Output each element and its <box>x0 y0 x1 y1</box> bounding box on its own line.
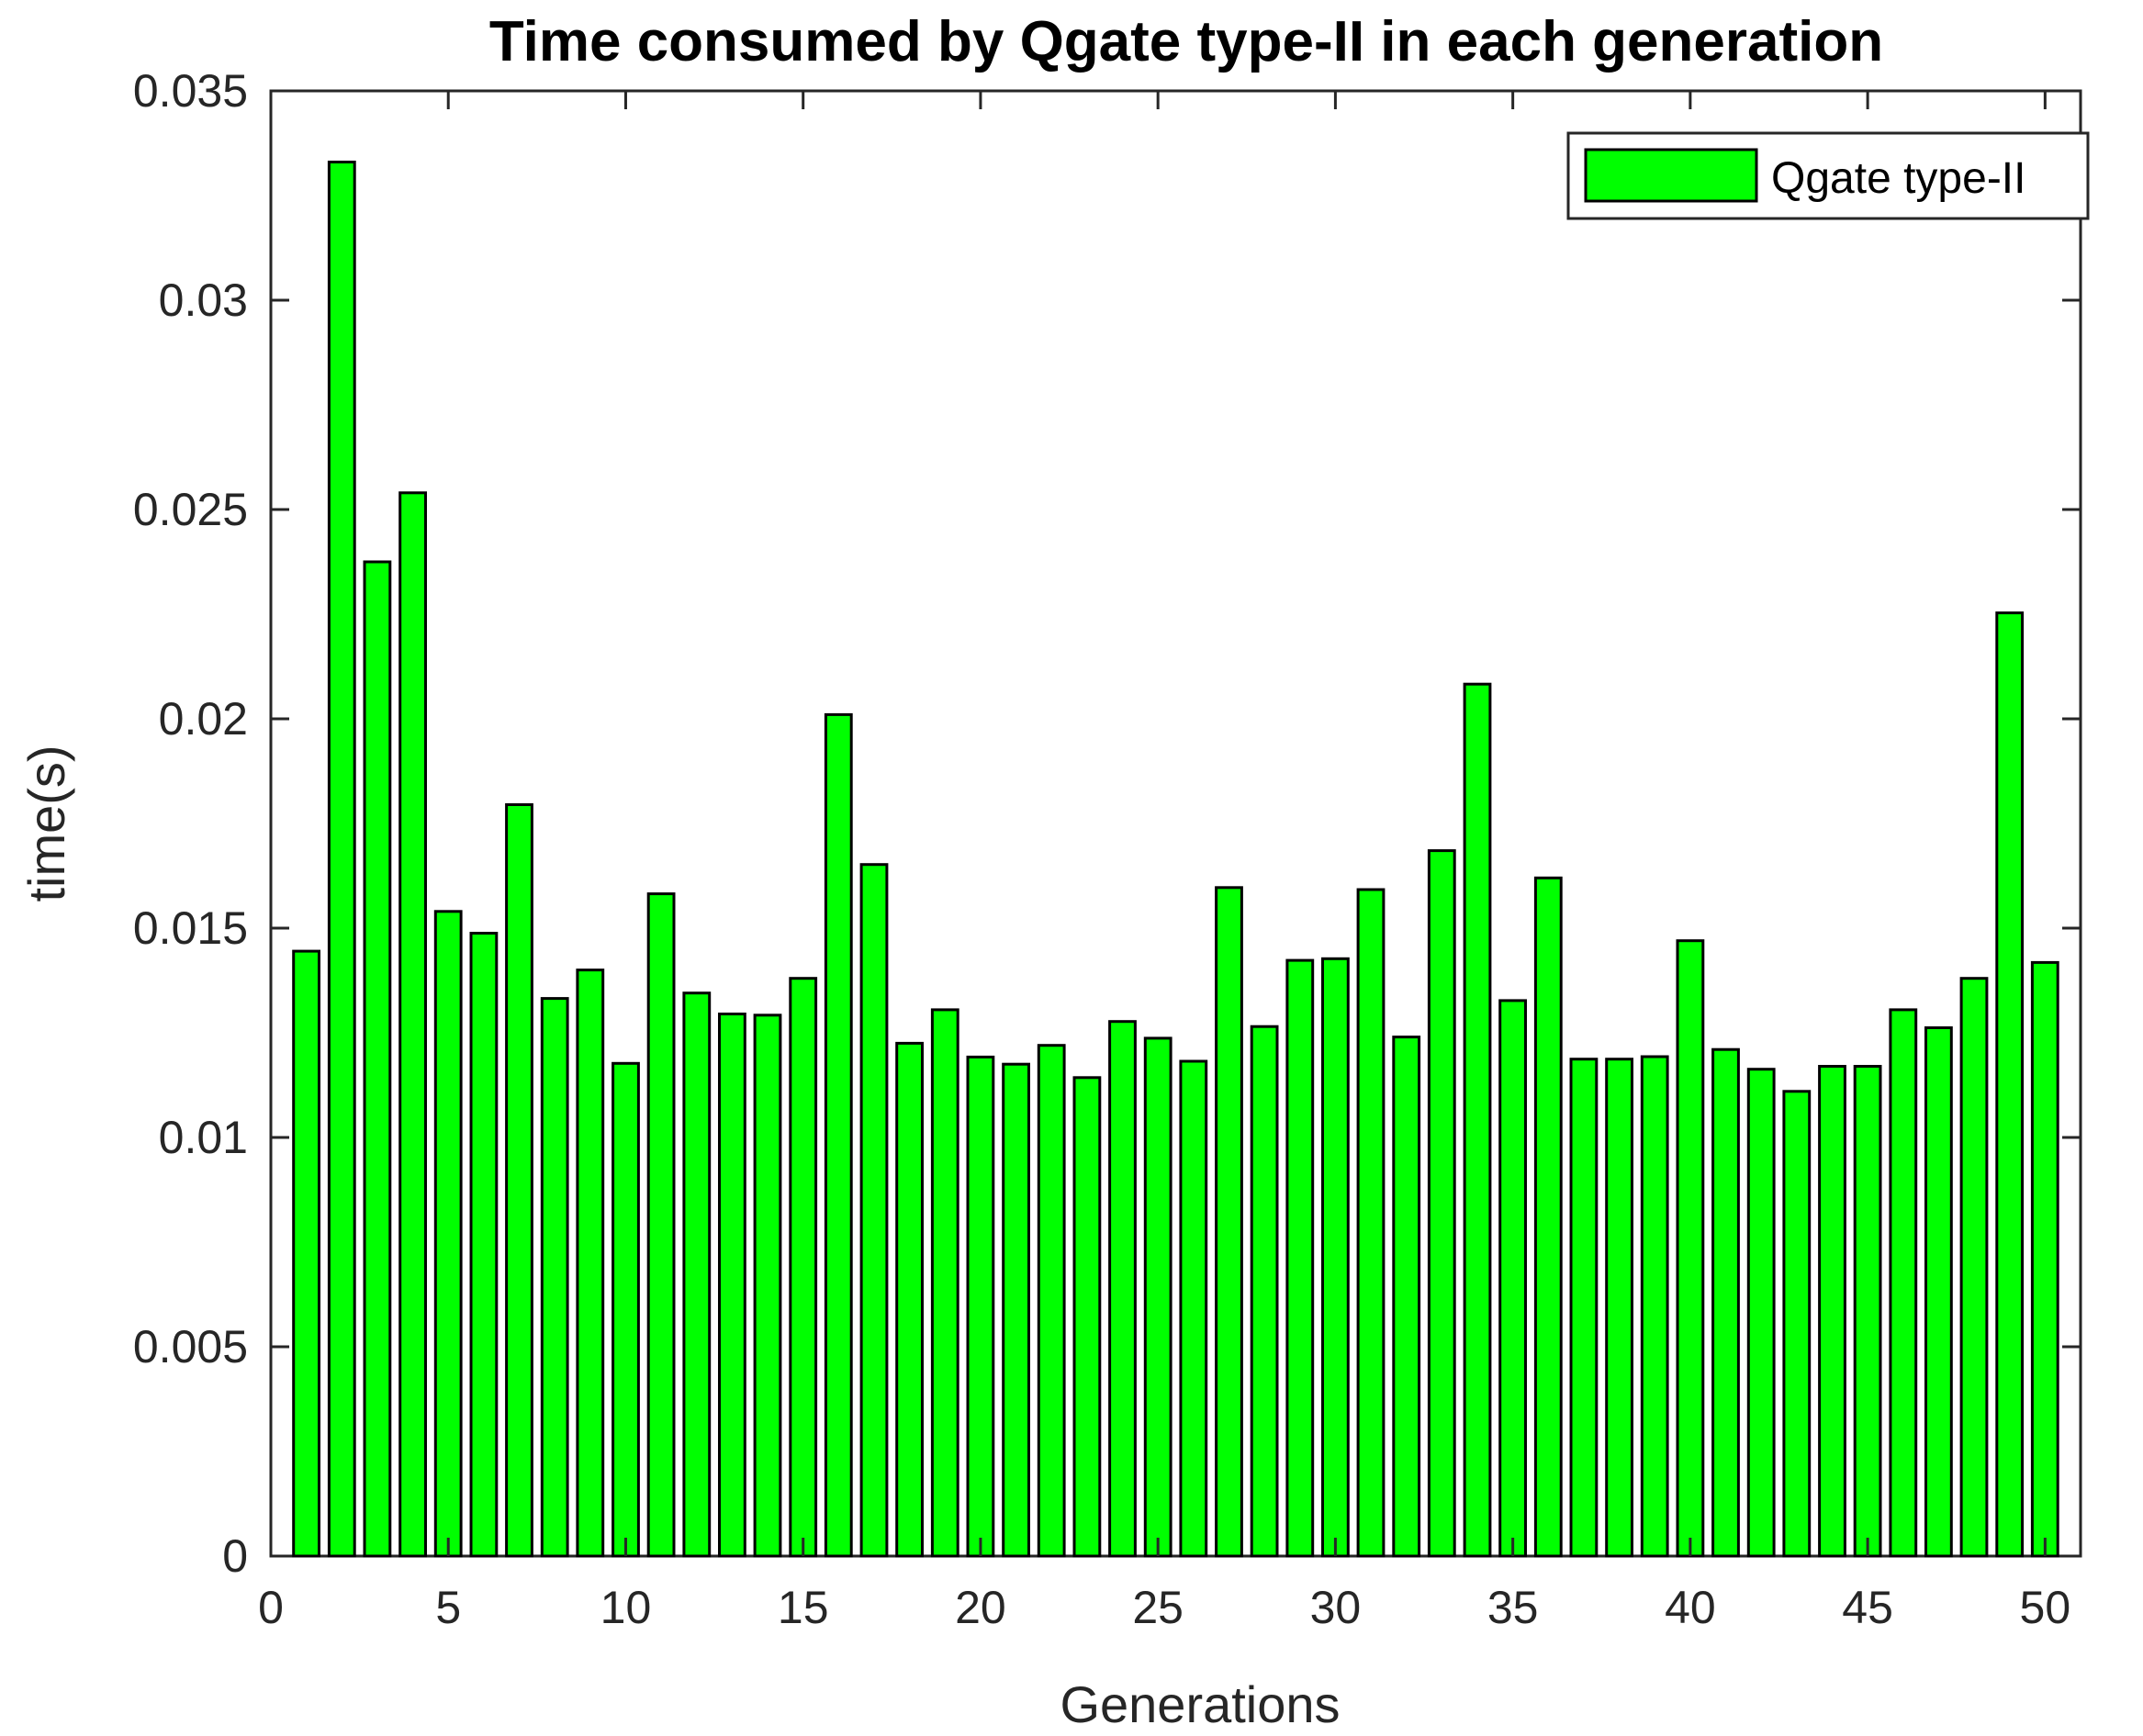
bar-generation-19 <box>930 1008 959 1558</box>
bar-generation-35 <box>1498 999 1527 1558</box>
bar-generation-24 <box>1108 1020 1137 1558</box>
bar-generation-12 <box>682 991 712 1558</box>
x-tick-label: 35 <box>1487 1582 1539 1633</box>
bar-generation-38 <box>1605 1058 1633 1558</box>
bar-generation-37 <box>1569 1058 1599 1558</box>
bar-generation-47 <box>1924 1026 1953 1558</box>
y-tick-label: 0.025 <box>133 484 248 535</box>
bar-generation-32 <box>1392 1036 1421 1558</box>
bar-generation-45 <box>1853 1065 1882 1558</box>
bar-generation-7 <box>505 803 533 1558</box>
bar-generation-29 <box>1285 958 1315 1558</box>
bar-generation-46 <box>1889 1008 1918 1558</box>
x-tick-label: 20 <box>955 1582 1006 1633</box>
bar-generation-42 <box>1746 1068 1776 1558</box>
bar-generation-8 <box>540 997 569 1558</box>
y-tick-label: 0.035 <box>133 65 248 117</box>
bar-generation-36 <box>1533 876 1563 1558</box>
y-tick-label: 0.005 <box>133 1321 248 1372</box>
x-tick-label: 0 <box>258 1582 284 1633</box>
bar-generation-27 <box>1215 886 1243 1558</box>
bar-generation-14 <box>753 1014 782 1558</box>
bar-generation-34 <box>1463 682 1492 1558</box>
chart-title: Time consumed by Qgate type-II in each g… <box>489 10 1883 73</box>
bar-generation-33 <box>1427 849 1456 1558</box>
bar-generation-11 <box>646 892 676 1558</box>
y-tick-label: 0.015 <box>133 902 248 954</box>
bar-generation-28 <box>1250 1025 1279 1558</box>
bar-generation-49 <box>1995 611 2025 1558</box>
bar-group <box>292 161 2059 1558</box>
x-tick-label: 30 <box>1310 1582 1362 1633</box>
x-tick-label: 10 <box>600 1582 652 1633</box>
bar-generation-16 <box>824 712 853 1558</box>
bar-generation-15 <box>789 977 818 1558</box>
bar-generation-30 <box>1321 957 1350 1558</box>
bar-generation-6 <box>469 932 499 1558</box>
x-tick-label: 15 <box>778 1582 829 1633</box>
bar-generation-41 <box>1711 1047 1740 1558</box>
y-axis-label: time(s) <box>17 745 75 902</box>
bar-generation-20 <box>966 1055 995 1558</box>
bar-generation-26 <box>1179 1059 1208 1558</box>
y-tick-label: 0.02 <box>159 693 248 745</box>
bar-generation-23 <box>1072 1076 1102 1558</box>
plot-area <box>269 89 2082 1558</box>
bar-generation-10 <box>611 1061 640 1558</box>
y-tick-label: 0 <box>222 1530 248 1582</box>
bar-generation-31 <box>1356 888 1386 1558</box>
bar-generation-25 <box>1143 1036 1172 1558</box>
x-axis-label: Generations <box>1060 1675 1340 1733</box>
bar-generation-50 <box>2030 960 2059 1558</box>
bar-generation-48 <box>1959 977 1989 1558</box>
bar-generation-2 <box>327 161 356 1558</box>
bar-generation-9 <box>576 969 605 1558</box>
x-tick-label: 45 <box>1842 1582 1893 1633</box>
legend: Qgate type-II <box>1566 131 2090 220</box>
x-tick-label: 5 <box>435 1582 461 1633</box>
x-tick-label: 40 <box>1665 1582 1716 1633</box>
bar-generation-5 <box>433 910 463 1558</box>
x-tick-label: 50 <box>2020 1582 2071 1633</box>
legend-label: Qgate type-II <box>1771 154 2025 203</box>
bar-generation-22 <box>1037 1044 1066 1558</box>
bar-generation-44 <box>1818 1065 1846 1558</box>
y-tick-label: 0.01 <box>159 1112 248 1163</box>
y-tick-label: 0.03 <box>159 274 248 326</box>
x-axis-ticks: 0 5 10 15 20 25 30 35 40 45 50 <box>258 91 2070 1633</box>
bar-generation-43 <box>1782 1090 1812 1558</box>
bar-generation-21 <box>1002 1062 1030 1558</box>
bar-generation-39 <box>1640 1055 1669 1558</box>
bar-generation-17 <box>859 863 889 1558</box>
bar-generation-40 <box>1676 939 1705 1558</box>
bar-generation-4 <box>398 491 428 1558</box>
y-axis-ticks: 0 0.005 0.01 0.015 0.02 0.025 0.03 0.035 <box>133 65 2081 1582</box>
bar-generation-3 <box>363 560 392 1558</box>
x-tick-label: 25 <box>1132 1582 1184 1633</box>
bar-generation-1 <box>292 949 321 1558</box>
legend-swatch <box>1584 148 1758 203</box>
bar-generation-18 <box>895 1041 925 1558</box>
bar-generation-13 <box>718 1013 746 1558</box>
